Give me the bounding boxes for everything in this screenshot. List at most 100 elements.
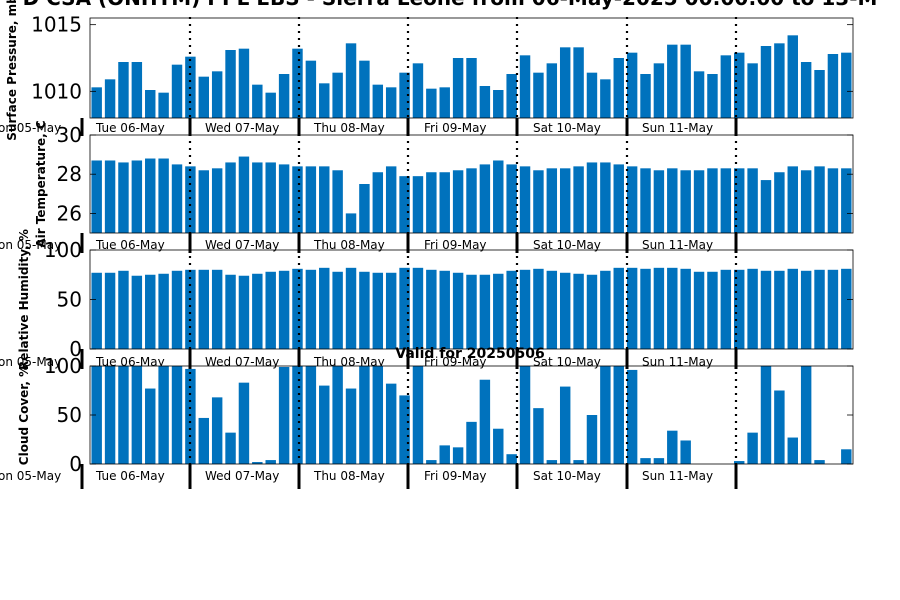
bar-2-30 bbox=[493, 273, 504, 349]
bar-3-52 bbox=[787, 437, 798, 464]
bar-0-24 bbox=[412, 63, 424, 118]
bar-2-42 bbox=[653, 267, 665, 349]
bar-0-50 bbox=[760, 46, 772, 118]
bar-1-12 bbox=[252, 162, 263, 233]
bar-2-34 bbox=[546, 270, 558, 349]
bar-3-44 bbox=[680, 440, 691, 464]
bar-2-27 bbox=[452, 272, 464, 349]
bar-3-27 bbox=[452, 447, 464, 464]
y-axis-label: Air Temperature, C bbox=[34, 120, 48, 248]
day-label: Thu 08-May bbox=[313, 238, 385, 252]
bar-1-34 bbox=[546, 168, 558, 233]
bar-2-38 bbox=[600, 270, 611, 349]
bar-1-55 bbox=[827, 168, 839, 233]
bar-3-2 bbox=[118, 366, 129, 464]
bar-2-51 bbox=[774, 270, 785, 349]
bar-2-33 bbox=[533, 268, 544, 349]
bar-3-37 bbox=[586, 415, 598, 464]
bar-1-47 bbox=[720, 168, 732, 233]
bar-0-13 bbox=[265, 92, 276, 118]
bar-0-3 bbox=[131, 62, 143, 118]
bar-3-21 bbox=[372, 366, 384, 464]
bar-0-35 bbox=[559, 47, 571, 118]
bar-1-20 bbox=[359, 184, 370, 233]
bar-2-46 bbox=[707, 271, 718, 349]
bar-1-53 bbox=[800, 170, 812, 233]
bar-3-20 bbox=[359, 366, 370, 464]
bar-3-3 bbox=[131, 366, 143, 464]
day-label: Sat 10-May bbox=[533, 469, 601, 483]
bar-0-26 bbox=[439, 87, 450, 118]
bar-3-53 bbox=[800, 366, 812, 464]
bar-1-51 bbox=[774, 172, 785, 233]
bar-0-27 bbox=[452, 58, 464, 118]
day-label: Fri 09-May bbox=[424, 121, 487, 135]
bar-0-39 bbox=[613, 58, 624, 118]
bar-3-14 bbox=[278, 366, 290, 464]
bar-1-52 bbox=[787, 166, 798, 233]
day-label: Sat 10-May bbox=[533, 121, 601, 135]
bar-1-42 bbox=[653, 170, 665, 233]
bar-0-30 bbox=[493, 90, 504, 118]
bar-0-48 bbox=[734, 52, 745, 118]
bar-3-51 bbox=[774, 390, 785, 464]
bar-1-27 bbox=[452, 170, 464, 233]
bar-0-45 bbox=[693, 71, 705, 118]
bar-1-25 bbox=[426, 172, 437, 233]
bar-0-41 bbox=[640, 74, 651, 118]
bar-3-30 bbox=[493, 428, 504, 464]
bar-2-25 bbox=[426, 269, 437, 349]
day-label: on 05-May bbox=[0, 469, 61, 483]
day-label: Wed 07-May bbox=[205, 238, 279, 252]
bar-2-39 bbox=[613, 267, 624, 349]
bar-2-28 bbox=[466, 274, 477, 349]
bar-1-0 bbox=[91, 160, 102, 233]
bar-0-4 bbox=[145, 90, 156, 118]
bar-0-6 bbox=[171, 64, 183, 118]
ytick-label: 1010 bbox=[31, 79, 82, 103]
bar-0-8 bbox=[198, 76, 209, 118]
bar-0-22 bbox=[385, 87, 397, 118]
bar-2-20 bbox=[359, 271, 370, 349]
bar-3-11 bbox=[238, 382, 250, 464]
bar-2-9 bbox=[211, 269, 223, 349]
day-label: Fri 09-May bbox=[424, 469, 487, 483]
bar-3-33 bbox=[533, 408, 544, 464]
bar-1-7 bbox=[185, 166, 196, 233]
bar-0-33 bbox=[533, 72, 544, 118]
y-axis-label: Surface Pressure, mb bbox=[5, 0, 19, 141]
bar-2-19 bbox=[345, 267, 357, 349]
day-label: on 05-May bbox=[0, 238, 61, 252]
bar-1-43 bbox=[667, 168, 678, 233]
bar-2-21 bbox=[372, 272, 384, 349]
bar-1-13 bbox=[265, 162, 276, 233]
bar-3-9 bbox=[211, 397, 223, 464]
bar-2-37 bbox=[586, 274, 598, 349]
bar-2-48 bbox=[734, 269, 745, 349]
bar-3-12 bbox=[252, 462, 263, 464]
ytick-label: 50 bbox=[57, 288, 82, 312]
bar-2-35 bbox=[559, 272, 571, 349]
bar-0-44 bbox=[680, 44, 691, 118]
bar-0-11 bbox=[238, 48, 250, 118]
ytick-label: 100 bbox=[44, 238, 82, 262]
bar-1-39 bbox=[613, 164, 624, 233]
day-label: Tue 06-May bbox=[95, 238, 165, 252]
bar-3-18 bbox=[332, 366, 343, 464]
ytick-label: 1015 bbox=[31, 13, 82, 37]
bar-1-32 bbox=[519, 166, 531, 233]
day-label: Sun 11-May bbox=[642, 121, 713, 135]
bar-2-36 bbox=[573, 273, 584, 349]
bar-0-47 bbox=[720, 55, 732, 118]
bar-0-5 bbox=[158, 92, 169, 118]
bar-2-22 bbox=[385, 272, 397, 349]
bar-0-37 bbox=[586, 72, 598, 118]
bar-1-35 bbox=[559, 168, 571, 233]
bar-0-55 bbox=[827, 54, 839, 118]
bar-2-24 bbox=[412, 267, 424, 349]
bar-3-41 bbox=[640, 458, 651, 464]
ytick-label: 30 bbox=[57, 123, 82, 147]
bar-3-43 bbox=[667, 430, 678, 464]
bar-1-18 bbox=[332, 170, 343, 233]
